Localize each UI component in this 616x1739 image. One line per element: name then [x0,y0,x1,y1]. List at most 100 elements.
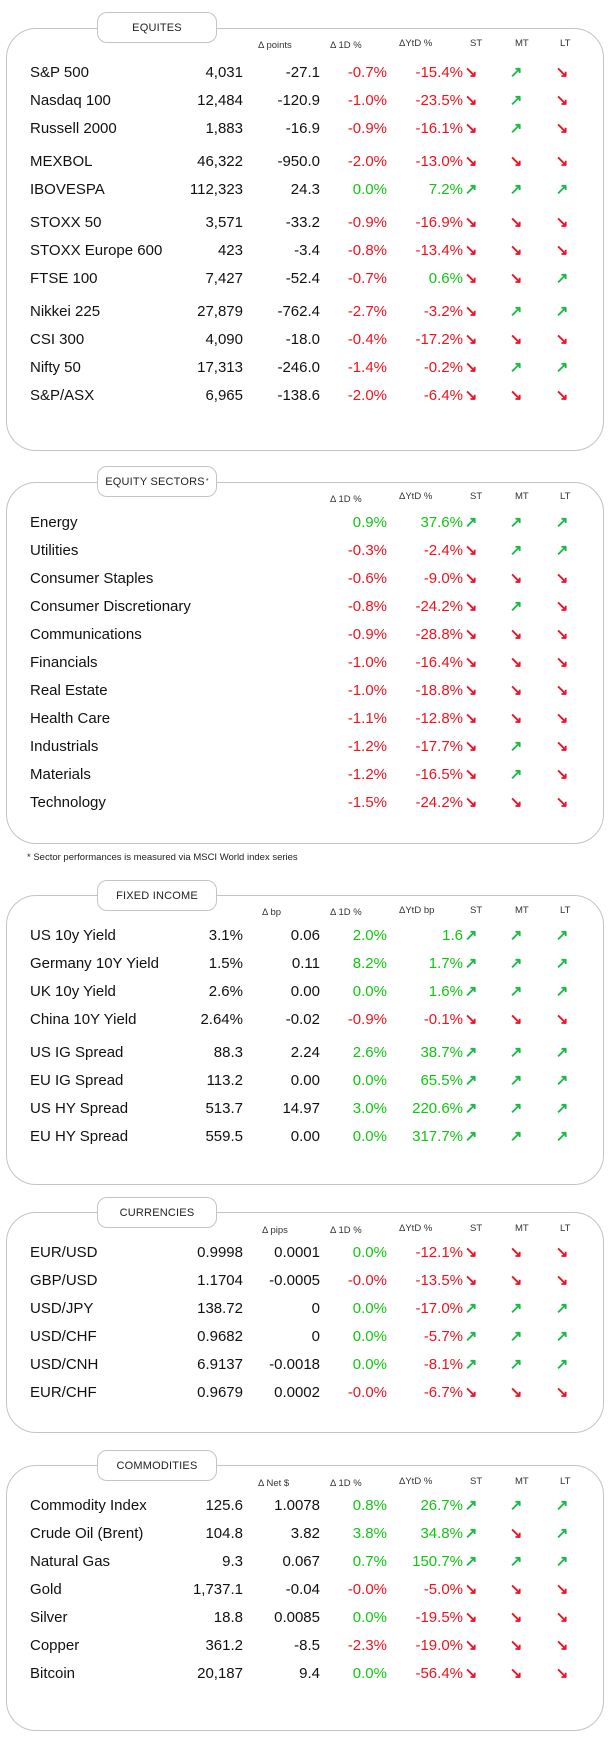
fixed-income-header-1d: Δ 1D % [330,907,362,918]
row-level: 4,090 [205,331,243,348]
row-d1: -0.9% [347,120,387,137]
row-d1: -2.0% [347,153,387,170]
arrow-down-right-icon: ↘ [509,242,523,259]
equities-header-st: ST [470,38,483,49]
row-level: 104.8 [205,1525,243,1542]
row-name: Nifty 50 [30,359,81,376]
row-name: S&P 500 [30,64,89,81]
table-row: USD/CNH 6.9137 -0.0018 0.0% -8.1% ↗ ↗ ↗ [7,1355,605,1375]
table-row: Industrials -1.2% -17.7% ↘ ↗ ↘ [7,737,605,757]
row-change: 0.067 [282,1553,320,1570]
row-name: Communications [30,626,142,643]
sectors-header-1d: Δ 1D % [330,494,362,505]
row-d1: 2.6% [352,1044,387,1061]
arrow-up-right-icon: ↗ [464,927,478,944]
row-d1: 0.0% [352,1072,387,1089]
row-level: 361.2 [205,1637,243,1654]
arrow-down-right-icon: ↘ [464,242,478,259]
row-change: -0.0018 [269,1356,320,1373]
table-row: Copper 361.2 -8.5 -2.3% -19.0% ↘ ↘ ↘ [7,1636,605,1656]
currencies-header-1d: Δ 1D % [330,1225,362,1236]
arrow-down-right-icon: ↘ [509,1581,523,1598]
row-d1: 8.2% [352,955,387,972]
arrow-down-right-icon: ↘ [464,542,478,559]
row-level: 112,323 [189,181,243,198]
table-row: STOXX 50 3,571 -33.2 -0.9% -16.9% ↘ ↘ ↘ [7,213,605,233]
arrow-up-right-icon: ↗ [555,1100,569,1117]
arrow-up-right-icon: ↗ [509,1497,523,1514]
row-d1: -2.7% [347,303,387,320]
row-name: UK 10y Yield [30,983,116,1000]
row-ytd: 1.7% [428,955,463,972]
equities-header-lt: LT [560,38,571,49]
arrow-down-right-icon: ↘ [555,794,569,811]
row-change: -33.2 [285,214,320,231]
row-ytd: -56.4% [415,1665,463,1682]
row-d1: -2.3% [347,1637,387,1654]
row-name: China 10Y Yield [30,1011,137,1028]
arrow-down-right-icon: ↘ [464,1637,478,1654]
arrow-up-right-icon: ↗ [509,955,523,972]
arrow-up-right-icon: ↗ [509,1553,523,1570]
row-level: 125.6 [205,1497,243,1514]
row-level: 12,484 [197,92,243,109]
arrow-up-right-icon: ↗ [509,120,523,137]
sectors-panel: Energy 0.9% 37.6% ↗ ↗ ↗ Utilities -0.3% -2.4% ↘ ↗ ↗… [6,482,604,844]
fixed-income-header-lt: LT [560,905,571,916]
arrow-down-right-icon: ↘ [509,1525,523,1542]
sectors-title-mark: * [205,478,209,485]
table-row: Germany 10Y Yield 1.5% 0.11 8.2% 1.7% ↗ ↗ ↗ [7,954,605,974]
row-d1: -0.0% [347,1581,387,1598]
row-d1: 0.0% [352,1356,387,1373]
row-change: 1.0078 [274,1497,320,1514]
arrow-down-right-icon: ↘ [464,1609,478,1626]
arrow-down-right-icon: ↘ [509,710,523,727]
table-row: EU IG Spread 113.2 0.00 0.0% 65.5% ↗ ↗ ↗ [7,1071,605,1091]
table-row: FTSE 100 7,427 -52.4 -0.7% 0.6% ↘ ↘ ↗ [7,269,605,289]
row-change: 0 [311,1300,320,1317]
arrow-up-right-icon: ↗ [555,1553,569,1570]
row-name: EUR/CHF [30,1384,97,1401]
arrow-down-right-icon: ↘ [555,598,569,615]
row-change: 9.4 [299,1665,320,1682]
row-name: Commodity Index [30,1497,147,1514]
sectors-header-ytd: ΔYtD % [399,491,433,502]
arrow-down-right-icon: ↘ [509,654,523,671]
row-d1: -0.3% [347,542,387,559]
row-change: 0.00 [290,983,320,1000]
arrow-down-right-icon: ↘ [464,794,478,811]
table-row: Natural Gas 9.3 0.067 0.7% 150.7% ↗ ↗ ↗ [7,1552,605,1572]
commodities-header-mt: MT [515,1476,529,1487]
arrow-up-right-icon: ↗ [555,270,569,287]
row-name: IBOVESPA [30,181,105,198]
row-d1: 0.0% [352,1609,387,1626]
arrow-down-right-icon: ↘ [555,1609,569,1626]
arrow-up-right-icon: ↗ [509,181,523,198]
row-change: 0.00 [290,1128,320,1145]
row-name: Silver [30,1609,68,1626]
table-row: USD/JPY 138.72 0 0.0% -17.0% ↗ ↗ ↗ [7,1299,605,1319]
arrow-up-right-icon: ↗ [464,955,478,972]
row-ytd: -23.5% [415,92,463,109]
table-row: Technology -1.5% -24.2% ↘ ↘ ↘ [7,793,605,813]
row-name: Copper [30,1637,80,1654]
arrow-down-right-icon: ↘ [464,1581,478,1598]
row-name: Real Estate [30,682,108,699]
row-level: 6,965 [205,387,243,404]
table-row: Communications -0.9% -28.8% ↘ ↘ ↘ [7,625,605,645]
table-row: US 10y Yield 3.1% 0.06 2.0% 1.6 ↗ ↗ ↗ [7,926,605,946]
arrow-up-right-icon: ↗ [555,927,569,944]
arrow-down-right-icon: ↘ [509,387,523,404]
arrow-down-right-icon: ↘ [509,331,523,348]
equities-header-mt: MT [515,38,529,49]
row-ytd: -24.2% [415,598,463,615]
arrow-up-right-icon: ↗ [509,1100,523,1117]
arrow-up-right-icon: ↗ [555,955,569,972]
arrow-down-right-icon: ↘ [464,387,478,404]
arrow-down-right-icon: ↘ [509,1609,523,1626]
fixed-income-panel: US 10y Yield 3.1% 0.06 2.0% 1.6 ↗ ↗ ↗ Germany 10… [6,895,604,1185]
row-d1: -1.0% [347,654,387,671]
fixed-income-title: FIXED INCOME [97,880,217,911]
arrow-up-right-icon: ↗ [509,1044,523,1061]
row-d1: -1.2% [347,738,387,755]
